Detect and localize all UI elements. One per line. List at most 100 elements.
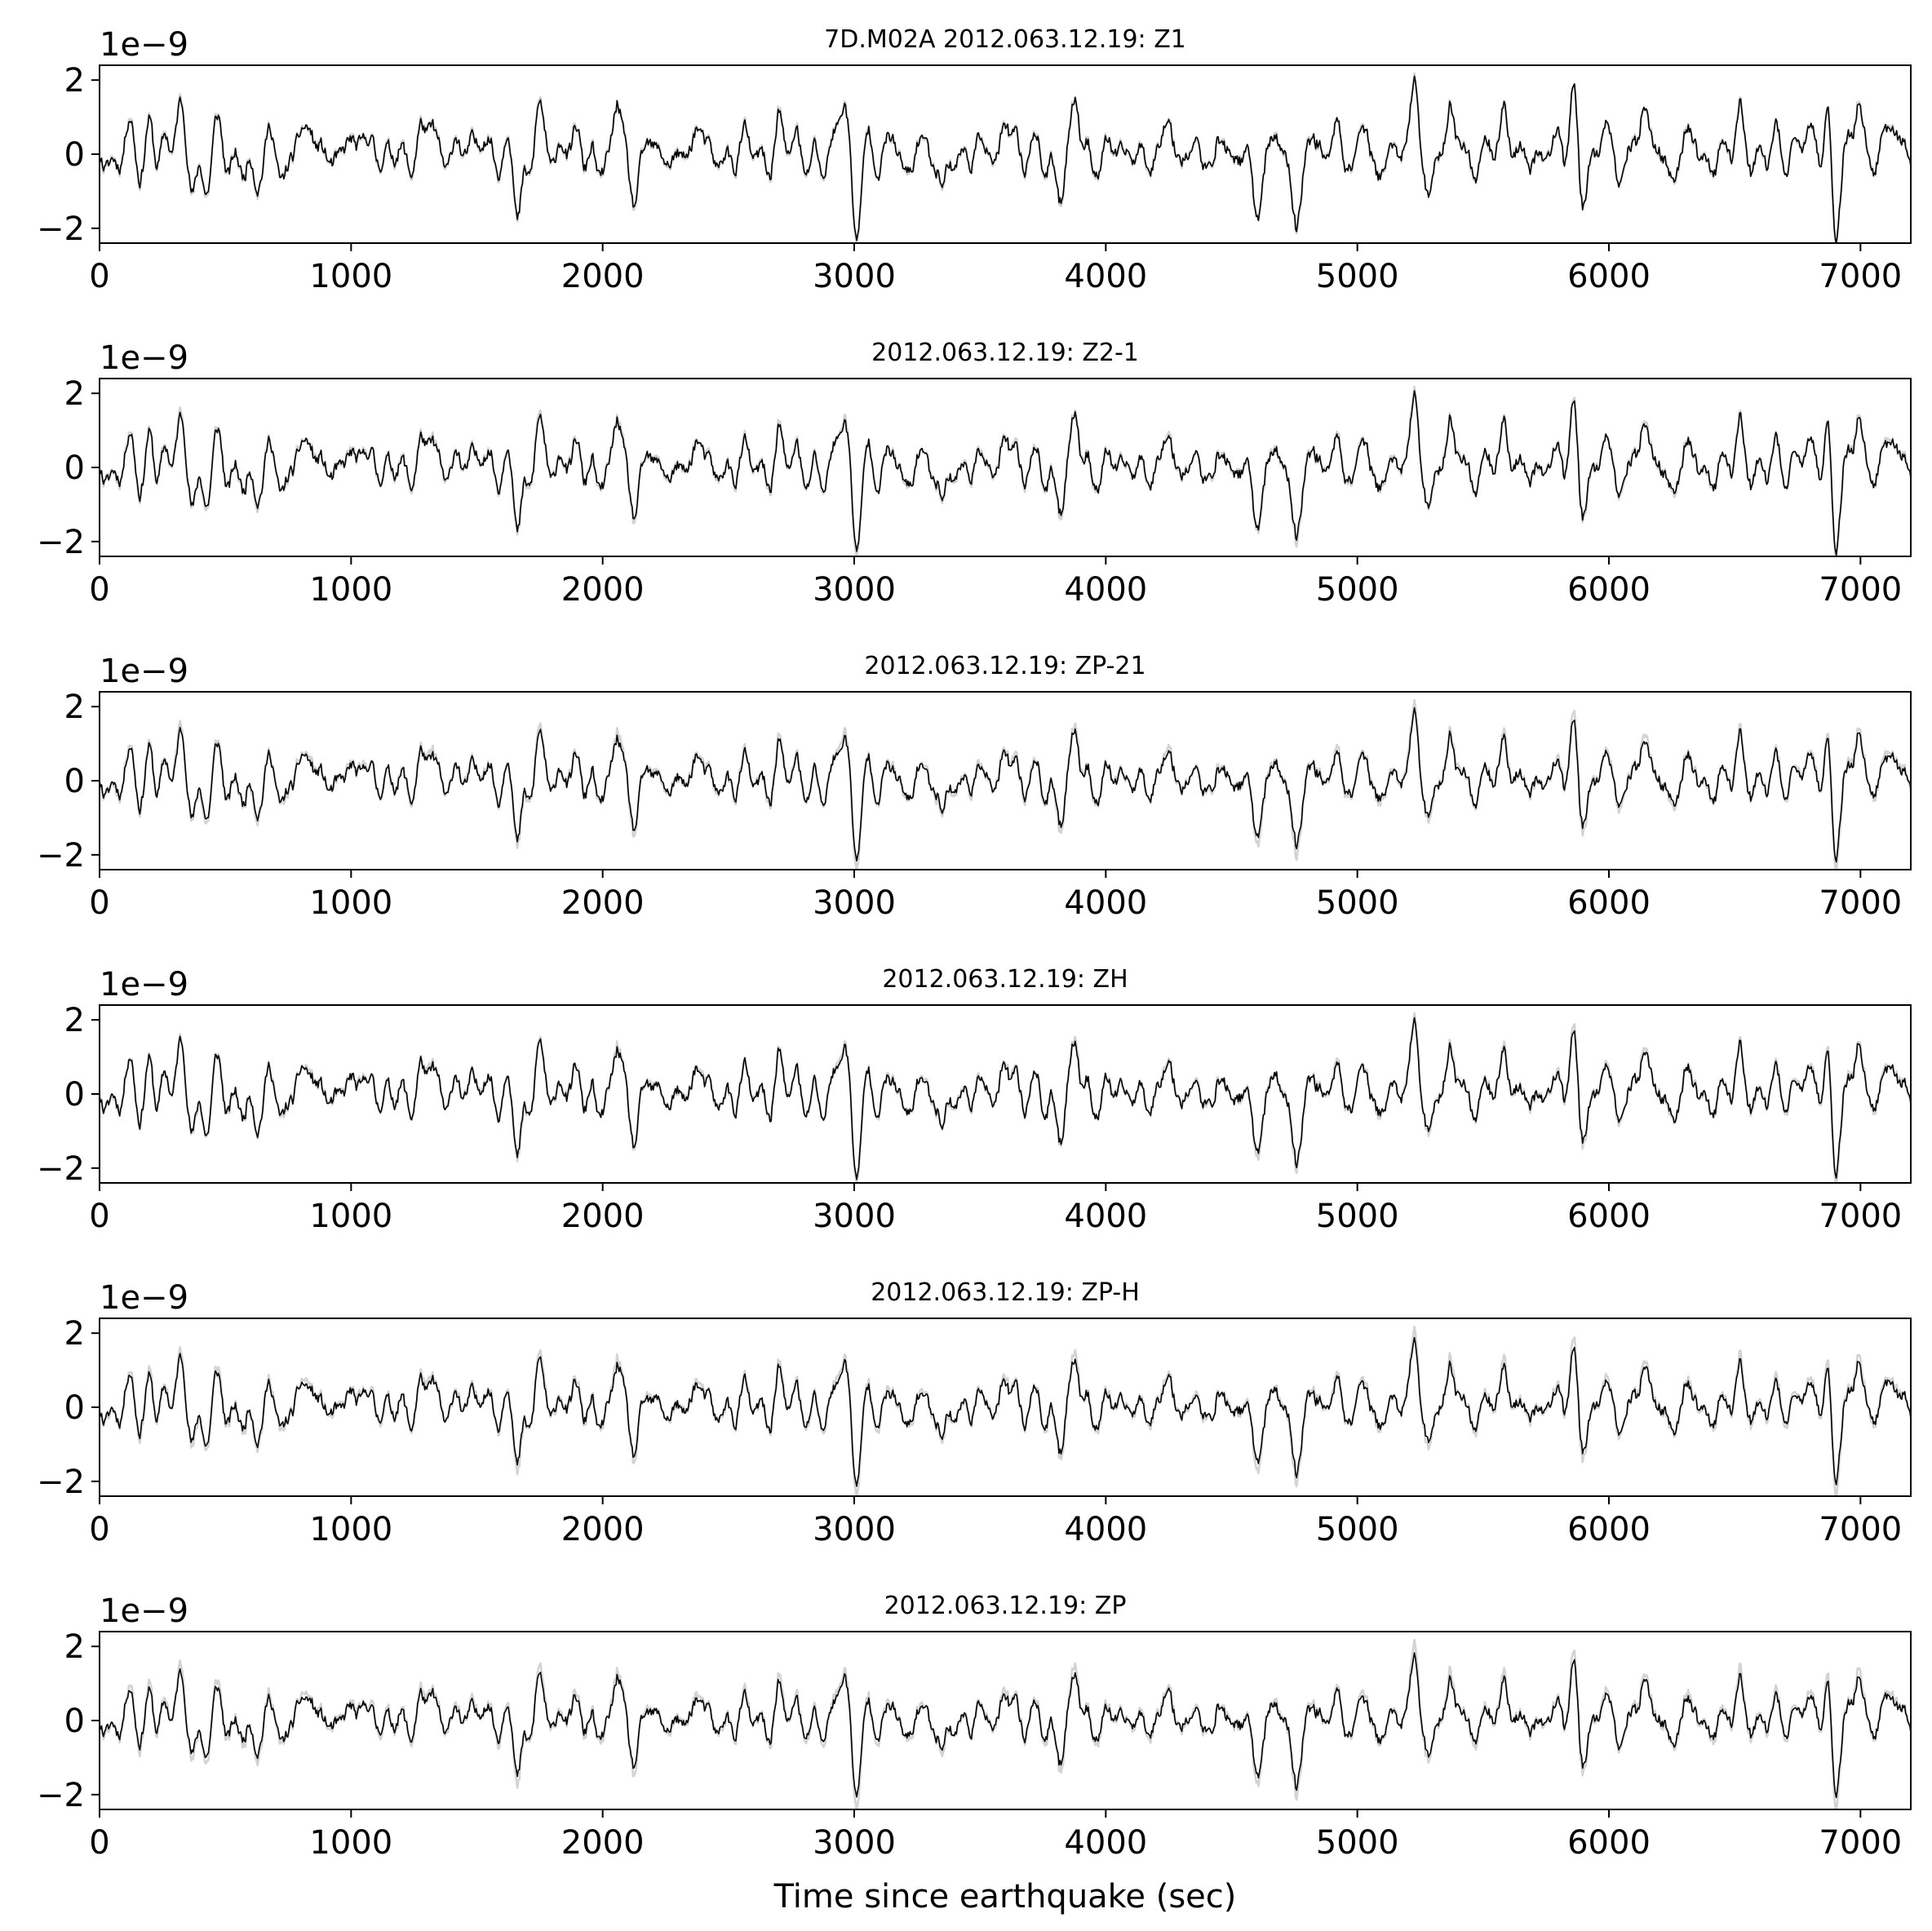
x-tick-label: 5000 bbox=[1316, 1824, 1399, 1862]
x-tick-label: 3000 bbox=[813, 1511, 896, 1548]
x-tick-label: 4000 bbox=[1064, 884, 1147, 922]
x-tick-label: 4000 bbox=[1064, 1824, 1147, 1862]
axes-frame bbox=[99, 1631, 1912, 1810]
x-tick-label: 3000 bbox=[813, 1198, 896, 1235]
panel-title: 2012.063.12.19: Z2-1 bbox=[871, 339, 1139, 367]
x-tick-label: 3000 bbox=[813, 1824, 896, 1862]
trace-corrected bbox=[100, 75, 1911, 243]
trace-original bbox=[100, 385, 1911, 556]
axes-frame bbox=[99, 691, 1912, 870]
panel-title: 2012.063.12.19: ZH bbox=[882, 965, 1128, 994]
trace-original bbox=[100, 1638, 1911, 1809]
x-tick-label: 5000 bbox=[1316, 1198, 1399, 1235]
x-tick-label: 6000 bbox=[1567, 258, 1651, 295]
y-offset-label: 1e−9 bbox=[100, 653, 188, 690]
x-tick-label: 2000 bbox=[561, 258, 645, 295]
y-tick-label: 0 bbox=[64, 450, 85, 487]
x-tick-label: 0 bbox=[89, 258, 109, 295]
x-tick-label: 0 bbox=[89, 1198, 109, 1235]
trace-corrected bbox=[100, 706, 1911, 863]
x-tick-label: 4000 bbox=[1064, 1511, 1147, 1548]
x-tick-label: 1000 bbox=[309, 258, 392, 295]
x-tick-label: 7000 bbox=[1819, 884, 1902, 922]
y-tick-label: 2 bbox=[64, 1002, 85, 1039]
x-tick-label: 6000 bbox=[1567, 571, 1651, 609]
x-tick-label: 4000 bbox=[1064, 571, 1147, 609]
y-tick-label: 0 bbox=[64, 1076, 85, 1114]
y-tick-label: 2 bbox=[64, 1628, 85, 1666]
x-tick-label: 5000 bbox=[1316, 258, 1399, 295]
trace-original bbox=[100, 72, 1911, 243]
x-tick-label: 1000 bbox=[309, 1824, 392, 1862]
y-tick-label: 2 bbox=[64, 62, 85, 100]
trace-original bbox=[100, 698, 1911, 870]
axes-frame bbox=[99, 1318, 1912, 1497]
x-tick-label: 2000 bbox=[561, 571, 645, 609]
y-tick-label: 2 bbox=[64, 689, 85, 726]
x-tick-label: 2000 bbox=[561, 1824, 645, 1862]
y-tick-label: −2 bbox=[37, 1464, 85, 1501]
trace-corrected bbox=[100, 390, 1911, 556]
y-offset-label: 1e−9 bbox=[100, 966, 188, 1003]
x-tick-label: 2000 bbox=[561, 884, 645, 922]
panel-title: 7D.M02A 2012.063.12.19: Z1 bbox=[824, 25, 1186, 54]
x-tick-label: 5000 bbox=[1316, 571, 1399, 609]
x-tick-label: 4000 bbox=[1064, 1198, 1147, 1235]
x-tick-label: 6000 bbox=[1567, 1824, 1651, 1862]
x-tick-label: 1000 bbox=[309, 1198, 392, 1235]
x-tick-label: 0 bbox=[89, 571, 109, 609]
x-tick-label: 0 bbox=[89, 884, 109, 922]
y-offset-label: 1e−9 bbox=[100, 339, 188, 377]
x-tick-label: 6000 bbox=[1567, 1198, 1651, 1235]
trace-original bbox=[100, 1325, 1911, 1496]
x-tick-label: 0 bbox=[89, 1511, 109, 1548]
trace-original bbox=[100, 1012, 1911, 1183]
trace-corrected bbox=[100, 1016, 1911, 1180]
x-tick-label: 0 bbox=[89, 1824, 109, 1862]
x-tick-label: 2000 bbox=[561, 1511, 645, 1548]
x-tick-label: 2000 bbox=[561, 1198, 645, 1235]
trace-corrected bbox=[100, 1336, 1911, 1487]
x-tick-label: 3000 bbox=[813, 571, 896, 609]
x-tick-label: 3000 bbox=[813, 258, 896, 295]
y-tick-label: −2 bbox=[37, 837, 85, 875]
x-tick-label: 7000 bbox=[1819, 571, 1902, 609]
axes-frame bbox=[99, 1004, 1912, 1184]
x-tick-label: 7000 bbox=[1819, 1824, 1902, 1862]
x-tick-label: 6000 bbox=[1567, 884, 1651, 922]
y-tick-label: 2 bbox=[64, 1315, 85, 1353]
y-tick-label: −2 bbox=[37, 1150, 85, 1188]
trace-corrected bbox=[100, 1652, 1911, 1799]
panel-title: 2012.063.12.19: ZP-H bbox=[871, 1278, 1140, 1307]
y-offset-label: 1e−9 bbox=[100, 1592, 188, 1630]
y-tick-label: 2 bbox=[64, 375, 85, 413]
x-tick-label: 1000 bbox=[309, 571, 392, 609]
x-tick-label: 6000 bbox=[1567, 1511, 1651, 1548]
y-offset-label: 1e−9 bbox=[100, 26, 188, 64]
x-tick-label: 4000 bbox=[1064, 258, 1147, 295]
x-tick-label: 7000 bbox=[1819, 1511, 1902, 1548]
panel-title: 2012.063.12.19: ZP bbox=[884, 1592, 1127, 1620]
x-tick-label: 1000 bbox=[309, 884, 392, 922]
y-tick-label: −2 bbox=[37, 210, 85, 248]
x-tick-label: 3000 bbox=[813, 884, 896, 922]
axes-frame bbox=[99, 378, 1912, 557]
y-tick-label: −2 bbox=[37, 1777, 85, 1814]
y-tick-label: 0 bbox=[64, 1389, 85, 1427]
x-axis-label: Time since earthquake (sec) bbox=[773, 1878, 1237, 1915]
y-tick-label: 0 bbox=[64, 136, 85, 174]
x-tick-label: 7000 bbox=[1819, 258, 1902, 295]
y-tick-label: 0 bbox=[64, 1703, 85, 1740]
x-tick-label: 7000 bbox=[1819, 1198, 1902, 1235]
y-tick-label: −2 bbox=[37, 524, 85, 561]
panel-title: 2012.063.12.19: ZP-21 bbox=[864, 652, 1145, 680]
y-offset-label: 1e−9 bbox=[100, 1279, 188, 1317]
x-tick-label: 1000 bbox=[309, 1511, 392, 1548]
